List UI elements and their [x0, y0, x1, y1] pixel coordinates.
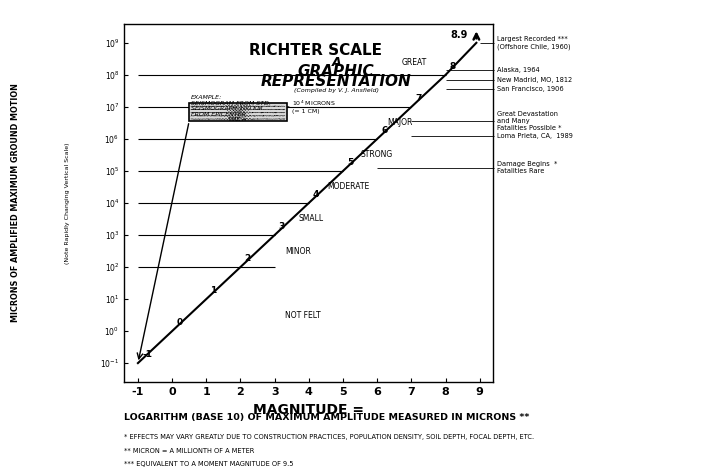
Text: $\mathregular{10^4}$ MICRONS
(= 1 CM): $\mathregular{10^4}$ MICRONS (= 1 CM)	[293, 99, 337, 114]
Text: San Francisco, 1906: San Francisco, 1906	[497, 86, 564, 92]
Text: MAJOR: MAJOR	[388, 118, 413, 127]
Text: 0: 0	[176, 319, 182, 328]
Text: STRONG: STRONG	[360, 151, 393, 160]
Text: Largest Recorded ***
(Offshore Chile, 1960): Largest Recorded *** (Offshore Chile, 19…	[497, 36, 571, 50]
Text: RICHTER SCALE: RICHTER SCALE	[249, 43, 382, 59]
Text: TIME →: TIME →	[226, 117, 246, 122]
Text: Great Devastation
and Many
Fatalities Possible *: Great Devastation and Many Fatalities Po…	[497, 111, 562, 131]
Text: Loma Prieta, CA,  1989: Loma Prieta, CA, 1989	[497, 133, 573, 139]
Text: 8: 8	[449, 62, 456, 71]
Text: REPRESENTATION: REPRESENTATION	[261, 75, 412, 89]
Text: MODERATE: MODERATE	[327, 183, 370, 192]
Text: Damage Begins  *
Fatalities Rare: Damage Begins * Fatalities Rare	[497, 161, 557, 174]
Text: MINOR: MINOR	[285, 246, 311, 255]
Text: GREAT: GREAT	[401, 58, 427, 67]
Text: GRAPHIC: GRAPHIC	[297, 64, 375, 79]
Text: MICRONS OF AMPLIFIED MAXIMUM GROUND MOTION: MICRONS OF AMPLIFIED MAXIMUM GROUND MOTI…	[11, 84, 20, 322]
Text: 7: 7	[415, 94, 422, 103]
Text: SMALL: SMALL	[299, 214, 324, 223]
Text: New Madrid, MO, 1812: New Madrid, MO, 1812	[497, 76, 572, 83]
FancyBboxPatch shape	[189, 103, 287, 121]
Text: Alaska, 1964: Alaska, 1964	[497, 67, 540, 73]
Text: NOT FELT: NOT FELT	[285, 311, 320, 320]
Text: * EFFECTS MAY VARY GREATLY DUE TO CONSTRUCTION PRACTICES, POPULATION DENSITY, SO: * EFFECTS MAY VARY GREATLY DUE TO CONSTR…	[124, 434, 535, 439]
X-axis label: MAGNITUDE =: MAGNITUDE =	[253, 403, 364, 417]
Text: *** EQUIVALENT TO A MOMENT MAGNITUDE OF 9.5: *** EQUIVALENT TO A MOMENT MAGNITUDE OF …	[124, 461, 294, 466]
Text: LOGARITHM (BASE 10) OF MAXIMUM AMPLITUDE MEASURED IN MICRONS **: LOGARITHM (BASE 10) OF MAXIMUM AMPLITUDE…	[124, 413, 530, 422]
Text: 3: 3	[279, 222, 285, 231]
Text: 5: 5	[347, 158, 354, 167]
Text: -1: -1	[142, 350, 152, 360]
Text: ** MICRON = A MILLIONTH OF A METER: ** MICRON = A MILLIONTH OF A METER	[124, 448, 255, 454]
Text: 4: 4	[313, 190, 320, 199]
Text: A: A	[332, 56, 341, 69]
Text: 1: 1	[210, 287, 217, 295]
Text: EXAMPLE:
SEISMOGRAM FROM STD.
SEISMOGRAPH 100 KM
FROM EPICENTER: EXAMPLE: SEISMOGRAM FROM STD. SEISMOGRAP…	[191, 95, 271, 117]
Text: 8.9: 8.9	[450, 30, 468, 40]
Text: 6: 6	[381, 126, 388, 135]
Text: (Note Rapidly Changing Vertical Scale): (Note Rapidly Changing Vertical Scale)	[65, 142, 70, 264]
Text: (Compiled by V. J. Ansfield): (Compiled by V. J. Ansfield)	[294, 88, 378, 93]
Text: 2: 2	[244, 254, 251, 263]
